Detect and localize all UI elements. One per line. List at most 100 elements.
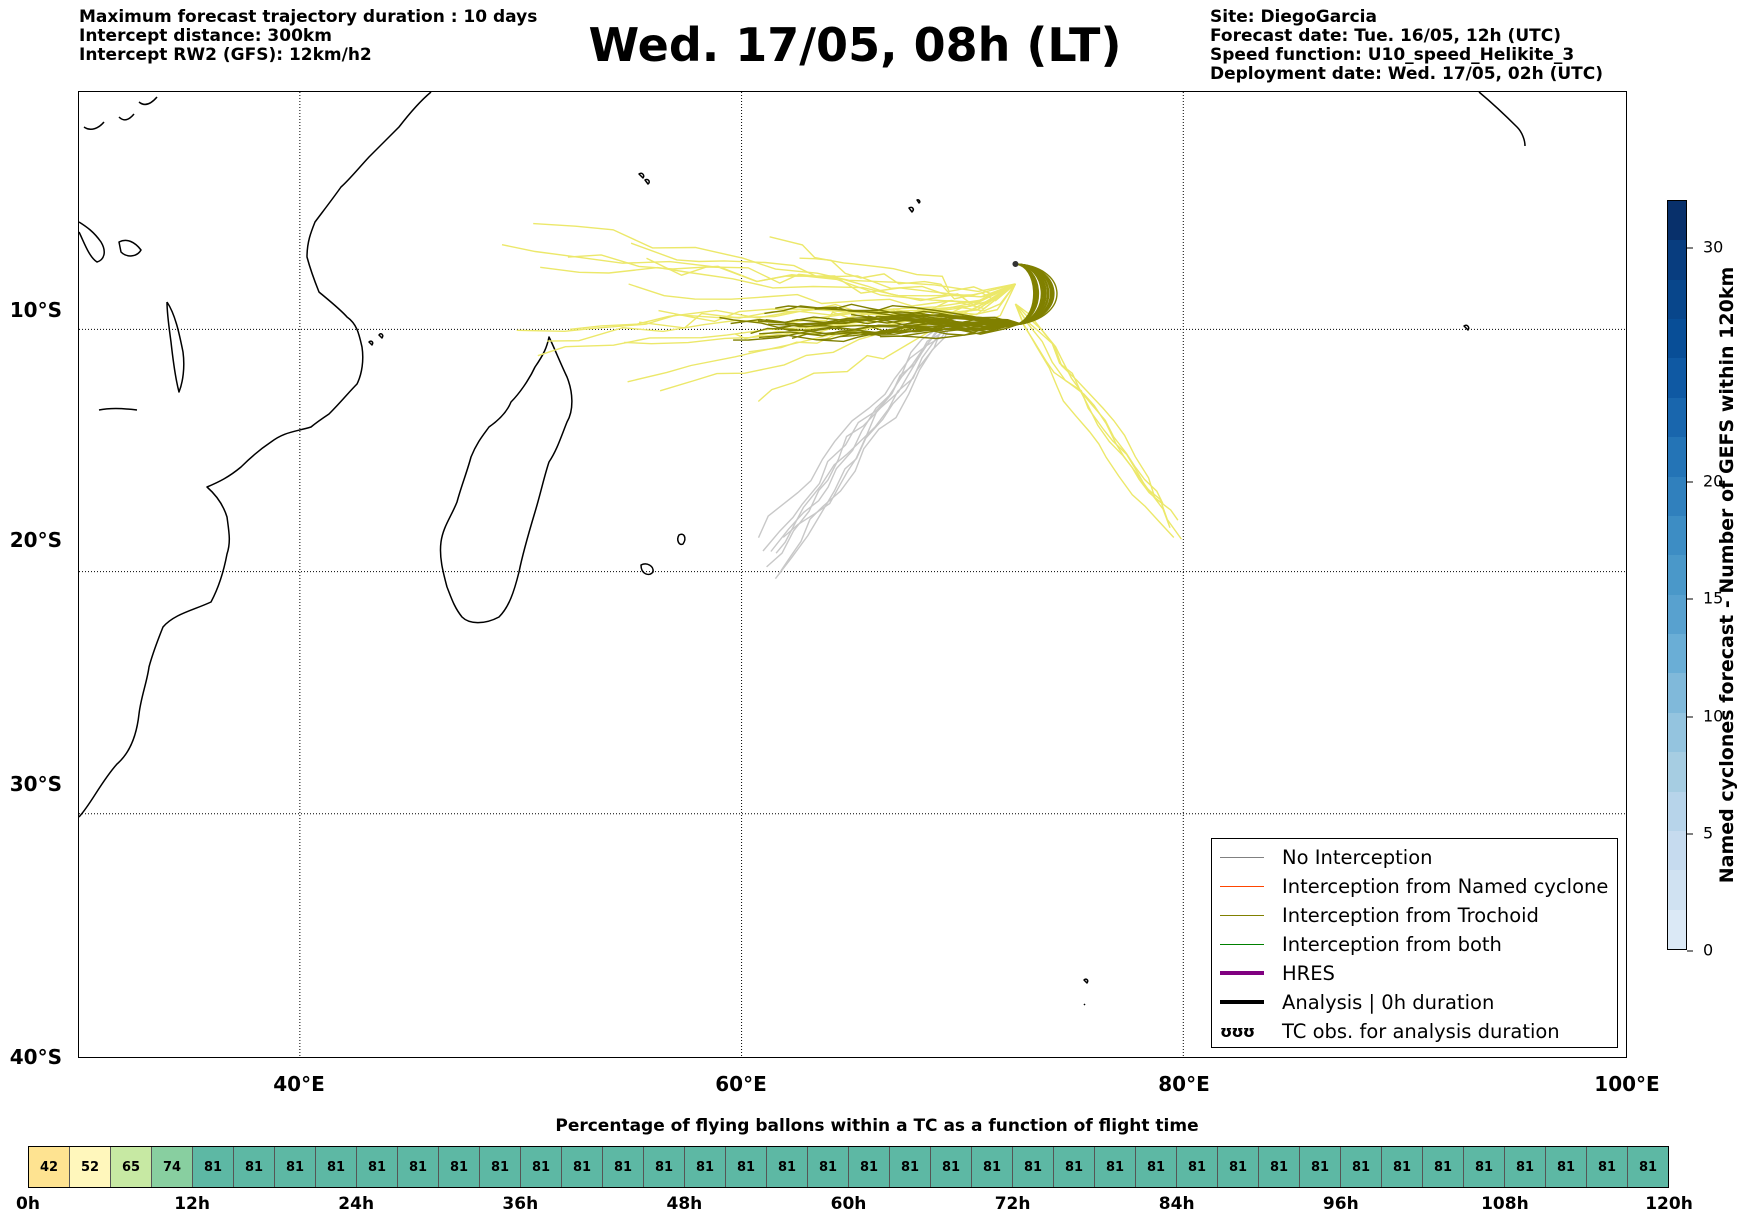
red-sea-coast <box>83 96 158 130</box>
trajectory-no-interception <box>762 313 956 552</box>
percentage-cell: 81 <box>1341 1147 1382 1187</box>
legend-swatch-named-cyclone <box>1220 885 1264 887</box>
percentage-tick-label: 108h <box>1481 1194 1529 1214</box>
lon-label-100e: 100°E <box>1594 1072 1660 1096</box>
comoros <box>368 333 384 346</box>
trajectories <box>501 222 1182 580</box>
map-legend: No Interception Interception from Named … <box>1211 838 1618 1048</box>
map-canvas[interactable] <box>79 92 1625 1056</box>
percentage-cell: 81 <box>1464 1147 1505 1187</box>
lat-label-20s: 20°S <box>9 528 62 552</box>
trajectory-no-interception <box>757 313 956 538</box>
intercept-distance-text: Intercept distance: 300km <box>79 26 332 46</box>
percentage-cell: 81 <box>275 1147 316 1187</box>
seychelles <box>638 172 650 185</box>
legend-item-trochoid: Interception from Trochoid <box>1220 901 1539 929</box>
colorbar-segment <box>1668 319 1686 359</box>
header-left-info: Maximum forecast trajectory duration : 1… <box>79 8 537 65</box>
percentage-cell: 81 <box>1382 1147 1423 1187</box>
percentage-cell: 65 <box>111 1147 152 1187</box>
trajectory-member <box>1014 303 1162 504</box>
percentage-tick-label: 72h <box>994 1194 1031 1214</box>
colorbar-segment <box>1668 673 1686 713</box>
colorbar-segment <box>1668 200 1686 241</box>
trajectory-trochoid <box>893 263 1049 327</box>
lat-label-30s: 30°S <box>9 772 62 796</box>
speed-function-text: Speed function: U10_speed_Helikite_3 <box>1210 45 1575 65</box>
percentage-cell: 81 <box>1013 1147 1054 1187</box>
colorbar <box>1667 200 1687 950</box>
percentage-cell: 81 <box>931 1147 972 1187</box>
legend-label-analysis: Analysis | 0h duration <box>1282 990 1495 1014</box>
percentage-cell: 42 <box>29 1147 70 1187</box>
percentage-tick-label: 48h <box>666 1194 703 1214</box>
percentage-tick-label: 36h <box>502 1194 539 1214</box>
trajectory-member <box>1014 303 1182 540</box>
percentage-cell: 81 <box>234 1147 275 1187</box>
percentage-cell: 81 <box>1300 1147 1341 1187</box>
trajectory-no-interception <box>766 313 956 568</box>
percentage-cell: 81 <box>1546 1147 1587 1187</box>
legend-item-both: Interception from both <box>1220 930 1502 958</box>
lat-label-40s: 40°S <box>9 1045 62 1069</box>
percentage-cell: 81 <box>1505 1147 1546 1187</box>
percentage-cell: 81 <box>357 1147 398 1187</box>
africa-coast <box>79 92 432 818</box>
lon-label-80e: 80°E <box>1158 1072 1210 1096</box>
percentage-cell: 74 <box>152 1147 193 1187</box>
percentage-cell: 81 <box>1259 1147 1300 1187</box>
colorbar-tick-label: 30 <box>1689 237 1723 256</box>
percentage-cell: 81 <box>1177 1147 1218 1187</box>
colorbar-segment <box>1668 397 1686 438</box>
amsterdam-island <box>1083 978 1089 1006</box>
colorbar-segment <box>1668 909 1686 949</box>
colorbar-segment <box>1668 515 1686 556</box>
deployment-date-text: Deployment date: Wed. 17/05, 02h (UTC) <box>1210 64 1604 84</box>
percentage-cell: 81 <box>1587 1147 1628 1187</box>
tc-obs-icon: ʊʊʊ <box>1220 1021 1255 1041</box>
trajectory-member <box>769 236 1016 296</box>
launch-site <box>1012 260 1019 267</box>
trajectory-member <box>567 254 1016 298</box>
madagascar-coast <box>439 336 573 624</box>
trajectory-member <box>1014 303 1175 538</box>
legend-swatch-both <box>1220 943 1264 945</box>
percentage-cell: 81 <box>767 1147 808 1187</box>
lon-label-40e: 40°E <box>273 1072 325 1096</box>
percentage-cell: 81 <box>1136 1147 1177 1187</box>
percentage-cell: 81 <box>890 1147 931 1187</box>
colorbar-segment <box>1668 555 1686 595</box>
trajectory-member <box>569 283 1016 330</box>
legend-item-tc-obs: ʊʊʊ TC obs. for analysis duration <box>1220 1017 1560 1045</box>
colorbar-segment <box>1668 594 1686 634</box>
percentage-cell: 81 <box>1628 1147 1668 1187</box>
percentage-bar: 42 52 65 74 81 81 81 81 81 81 81 81 81 81 81 81 81 81 81 81… <box>28 1146 1669 1188</box>
legend-swatch-analysis <box>1220 1000 1264 1004</box>
percentage-cell: 81 <box>644 1147 685 1187</box>
mascarene-reunion <box>640 563 654 576</box>
legend-label-hres: HRES <box>1282 961 1335 985</box>
colorbar-segment <box>1668 279 1686 319</box>
percentage-cell: 81 <box>480 1147 521 1187</box>
header-right-info: Site: DiegoGarcia Forecast date: Tue. 16… <box>1210 8 1603 84</box>
percentage-cell: 81 <box>972 1147 1013 1187</box>
legend-swatch-trochoid <box>1220 914 1264 916</box>
colorbar-segment <box>1668 358 1686 398</box>
colorbar-segment <box>1668 437 1686 477</box>
colorbar-tick-label: 15 <box>1689 589 1723 608</box>
percentage-cell: 81 <box>1095 1147 1136 1187</box>
trajectory-member <box>628 283 1016 310</box>
trajectory-trochoid <box>733 263 1054 341</box>
trajectory-member <box>1015 303 1164 505</box>
percentage-cell: 81 <box>316 1147 357 1187</box>
colorbar-segment <box>1668 240 1686 280</box>
colorbar-segment <box>1668 634 1686 674</box>
percentage-cell: 81 <box>808 1147 849 1187</box>
percentage-cell: 81 <box>726 1147 767 1187</box>
trajectory-member <box>540 266 1016 297</box>
coastlines <box>79 92 1526 1006</box>
lat-label-10s: 10°S <box>9 298 62 322</box>
lon-label-60e: 60°E <box>715 1072 767 1096</box>
legend-label-no-interception: No Interception <box>1282 845 1433 869</box>
legend-swatch-hres <box>1220 971 1264 975</box>
